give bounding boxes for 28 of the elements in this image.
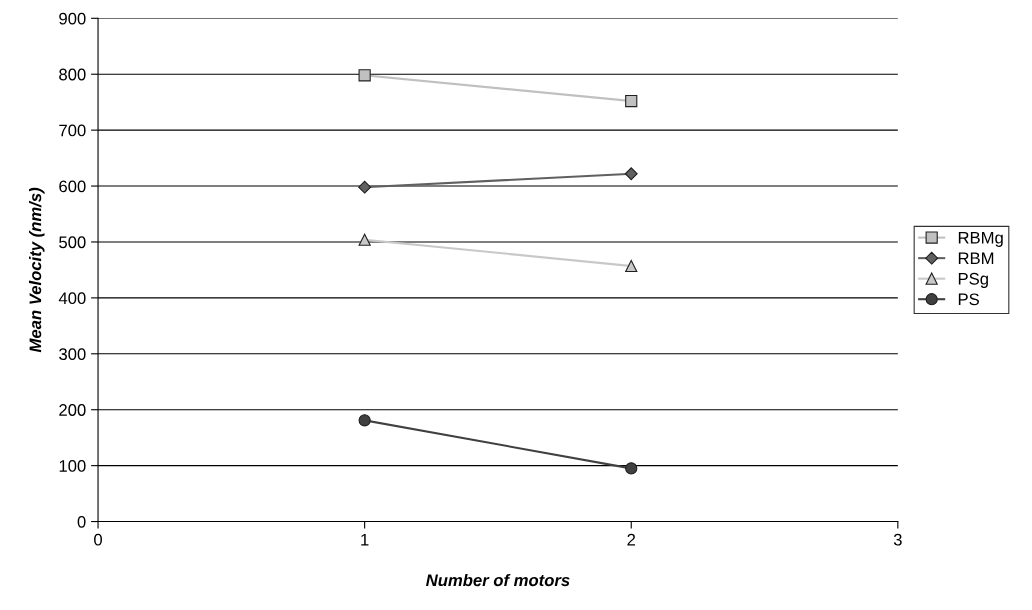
point: [358, 180, 372, 194]
point: [358, 233, 371, 246]
point: [625, 259, 638, 273]
y-tick-label: 0: [77, 515, 86, 528]
legend-label: RBMg: [958, 231, 1003, 247]
legend-label: PSg: [958, 272, 988, 288]
y-tick-label: 200: [59, 404, 86, 416]
x-tick-label: 1: [361, 533, 369, 546]
y-tick-label: 400: [58, 292, 86, 305]
point: [625, 94, 638, 108]
point: [625, 462, 638, 475]
y-tick-label: 800: [59, 68, 86, 81]
y-tick-label: 300: [59, 348, 86, 360]
x-axis-title: Number of motors: [426, 573, 570, 587]
x-tick-label: 3: [893, 533, 902, 546]
y-tick-label: 600: [59, 180, 86, 193]
y-tick-label: 700: [59, 124, 86, 137]
legend-label: PS: [958, 293, 979, 306]
y-axis-title: Mean Velocity (nm/s): [29, 187, 45, 353]
point: [358, 69, 371, 82]
legend-label: RBM: [958, 252, 994, 264]
x-tick-label: 2: [627, 533, 636, 546]
y-tick-label: 900: [59, 12, 86, 25]
y-tick-label: 500: [59, 236, 86, 249]
y-tick-label: 100: [59, 460, 86, 472]
point: [624, 167, 638, 181]
x-tick-label: 0: [94, 533, 103, 546]
point: [358, 414, 371, 427]
